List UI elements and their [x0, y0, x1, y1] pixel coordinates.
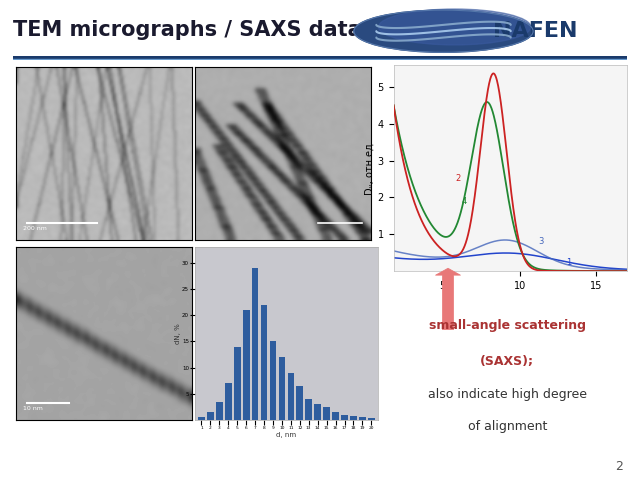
Text: 2: 2	[615, 460, 623, 473]
Bar	[278, 357, 285, 420]
Text: 4: 4	[461, 197, 467, 206]
Bar	[252, 268, 259, 420]
Circle shape	[379, 9, 531, 45]
Bar	[332, 412, 339, 420]
Bar	[207, 412, 214, 420]
Bar	[296, 386, 303, 420]
Text: small-angle scattering: small-angle scattering	[429, 319, 586, 332]
Text: 2: 2	[455, 174, 460, 183]
Text: NAFEN: NAFEN	[493, 21, 577, 41]
Bar	[305, 399, 312, 420]
Bar	[287, 373, 294, 420]
Bar	[216, 402, 223, 420]
Bar	[198, 418, 205, 420]
Text: 1: 1	[566, 258, 571, 266]
Text: 200 nm: 200 nm	[22, 226, 47, 230]
Text: TEM micrographs / SAXS data: TEM micrographs / SAXS data	[13, 20, 362, 40]
Text: also indicate high degree: also indicate high degree	[428, 388, 587, 401]
Text: (SAXS);: (SAXS);	[480, 355, 534, 368]
Bar	[341, 415, 348, 420]
Text: of alignment: of alignment	[467, 420, 547, 433]
Bar	[359, 418, 365, 420]
Text: 10 nm: 10 nm	[22, 406, 42, 411]
Bar	[234, 347, 241, 420]
Circle shape	[354, 10, 533, 52]
Bar	[225, 384, 232, 420]
Y-axis label: Dᵥ, отн.ед.: Dᵥ, отн.ед.	[365, 141, 375, 195]
Bar	[243, 310, 250, 420]
Y-axis label: dN, %: dN, %	[175, 323, 180, 344]
Bar	[314, 404, 321, 420]
Bar	[350, 416, 357, 420]
Bar	[269, 341, 276, 420]
Text: 3: 3	[538, 237, 543, 246]
X-axis label: d, nm: d, nm	[276, 432, 296, 438]
Bar	[323, 407, 330, 420]
Bar	[368, 419, 374, 420]
Bar	[260, 305, 268, 420]
